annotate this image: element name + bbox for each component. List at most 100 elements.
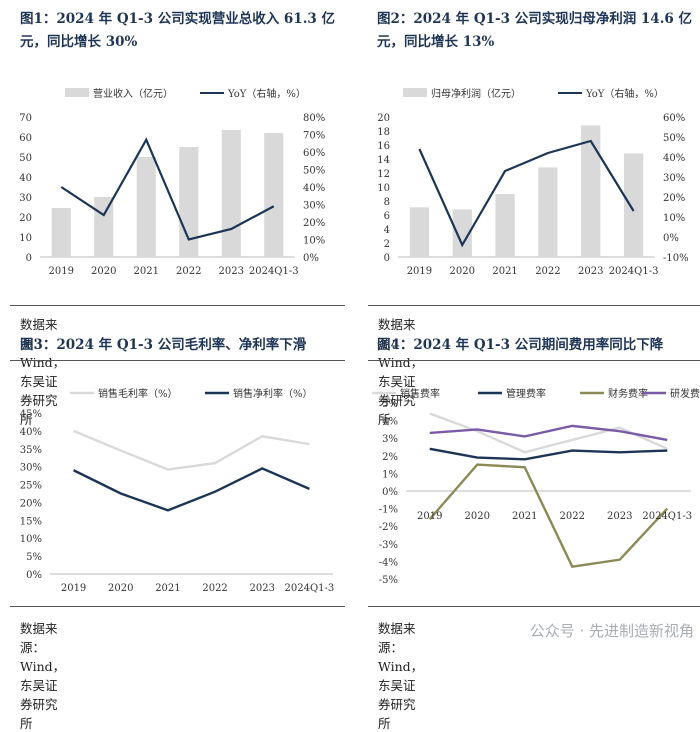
x-tick-label: 2024Q1-3 xyxy=(285,583,335,594)
y-right-tick: 50% xyxy=(303,166,325,177)
y-right-tick: 60% xyxy=(303,148,325,159)
figure-1-chart: 营业收入（亿元）YoY（右轴，%）0102030405060700%10%20%… xyxy=(10,82,340,312)
x-tick-label: 2022 xyxy=(560,511,585,522)
y-left-tick: 4 xyxy=(384,225,390,236)
y-tick: -5% xyxy=(379,575,398,586)
bar xyxy=(410,207,429,257)
figure-2-chart: 归母净利润（亿元）YoY（右轴，%）02468101214161820-10%0… xyxy=(368,82,698,312)
x-tick-label: 2020 xyxy=(465,511,490,522)
y-right-tick: 80% xyxy=(303,113,325,124)
y-left-tick: 2 xyxy=(384,239,390,250)
y-right-tick: 30% xyxy=(663,173,685,184)
y-tick: 15% xyxy=(20,516,42,527)
bar xyxy=(137,157,156,257)
y-tick: 5% xyxy=(382,399,398,410)
bar xyxy=(495,194,514,257)
y-left-tick: 16 xyxy=(377,141,390,152)
y-tick: 0% xyxy=(26,570,42,581)
y-right-tick: 70% xyxy=(303,131,325,142)
x-tick-label: 2022 xyxy=(176,266,201,277)
y-tick: 20% xyxy=(20,498,42,509)
figure-4-source: 数据来源：Wind，东吴证券研究所 xyxy=(378,618,423,732)
y-left-tick: 10 xyxy=(19,233,32,244)
y-tick: 40% xyxy=(20,427,42,438)
y-left-tick: 10 xyxy=(377,183,390,194)
x-tick-label: 2024Q1-3 xyxy=(249,266,299,277)
x-tick-label: 2023 xyxy=(607,511,632,522)
x-tick-label: 2024Q1-3 xyxy=(609,266,659,277)
y-tick: -4% xyxy=(379,557,398,568)
yoy-line xyxy=(419,141,633,245)
y-tick: 25% xyxy=(20,481,42,492)
y-right-tick: 40% xyxy=(663,153,685,164)
y-tick: 1% xyxy=(382,469,398,480)
figure-3-chart: 销售毛利率（%）销售净利率（%）0%5%10%15%20%25%30%35%40… xyxy=(10,382,345,612)
x-tick-label: 2023 xyxy=(250,583,275,594)
legend-label: 研发费率 xyxy=(670,387,700,400)
y-left-tick: 12 xyxy=(377,169,390,180)
figure-4-title: 图4：2024 年 Q1-3 公司期间费用率同比下降 xyxy=(377,334,697,357)
y-left-tick: 70 xyxy=(19,113,32,124)
legend-bar-label: 营业收入（亿元） xyxy=(93,87,173,100)
bar xyxy=(581,125,600,257)
y-left-tick: 30 xyxy=(19,193,32,204)
x-tick-label: 2021 xyxy=(155,583,180,594)
y-tick: -1% xyxy=(379,505,398,516)
y-left-tick: 50 xyxy=(19,153,32,164)
y-tick: 2% xyxy=(382,452,398,463)
y-left-tick: 8 xyxy=(384,197,390,208)
legend-label: 销售毛利率（%） xyxy=(98,387,178,400)
bar xyxy=(52,208,71,257)
x-tick-label: 2021 xyxy=(492,266,517,277)
bar xyxy=(538,167,557,257)
y-left-tick: 0 xyxy=(26,253,32,264)
legend-label: 销售净利率（%） xyxy=(233,387,313,400)
y-left-tick: 20 xyxy=(377,113,390,124)
bar xyxy=(94,197,113,257)
y-tick: 10% xyxy=(20,534,42,545)
bar xyxy=(624,153,643,257)
y-tick: 5% xyxy=(26,552,42,563)
x-tick-label: 2019 xyxy=(407,266,432,277)
y-right-tick: 50% xyxy=(663,133,685,144)
x-tick-label: 2020 xyxy=(91,266,116,277)
y-right-tick: 20% xyxy=(303,218,325,229)
x-tick-label: 2022 xyxy=(535,266,560,277)
y-tick: 3% xyxy=(382,434,398,445)
series-line xyxy=(430,449,668,460)
x-tick-label: 2021 xyxy=(512,511,537,522)
y-right-tick: 0% xyxy=(663,233,679,244)
y-tick: 30% xyxy=(20,463,42,474)
legend-bar-swatch xyxy=(65,88,89,97)
bar xyxy=(264,133,283,257)
legend-bar-swatch xyxy=(403,88,427,97)
legend-bar-label: 归母净利润（亿元） xyxy=(431,87,521,100)
y-right-tick: 0% xyxy=(303,253,319,264)
y-tick: 4% xyxy=(382,417,398,428)
figure-1-title: 图1：2024 年 Q1-3 公司实现营业总收入 61.3 亿元，同比增长 30… xyxy=(20,8,340,54)
figure-3-source: 数据来源：Wind，东吴证券研究所 xyxy=(20,618,65,732)
x-tick-label: 2019 xyxy=(49,266,74,277)
x-tick-label: 2020 xyxy=(108,583,133,594)
series-line xyxy=(74,431,310,470)
legend-label: 管理费率 xyxy=(506,387,546,400)
y-right-tick: -10% xyxy=(663,253,689,264)
y-left-tick: 40 xyxy=(19,173,32,184)
y-right-tick: 10% xyxy=(303,236,325,247)
y-left-tick: 0 xyxy=(384,253,390,264)
legend-line-label: YoY（右轴，%） xyxy=(227,87,306,100)
x-tick-label: 2020 xyxy=(450,266,475,277)
x-tick-label: 2022 xyxy=(202,583,227,594)
y-right-tick: 40% xyxy=(303,183,325,194)
y-tick: -2% xyxy=(379,522,398,533)
legend-line-label: YoY（右轴，%） xyxy=(585,87,664,100)
figure-3-title: 图3：2024 年 Q1-3 公司毛利率、净利率下滑 xyxy=(20,334,350,357)
series-line xyxy=(74,468,310,510)
x-tick-label: 2019 xyxy=(61,583,86,594)
bar xyxy=(222,130,241,257)
y-right-tick: 10% xyxy=(663,213,685,224)
x-tick-label: 2023 xyxy=(578,266,603,277)
watermark: 公众号 · 先进制造新视角 xyxy=(530,620,694,641)
y-right-tick: 60% xyxy=(663,113,685,124)
y-tick: -3% xyxy=(379,540,398,551)
